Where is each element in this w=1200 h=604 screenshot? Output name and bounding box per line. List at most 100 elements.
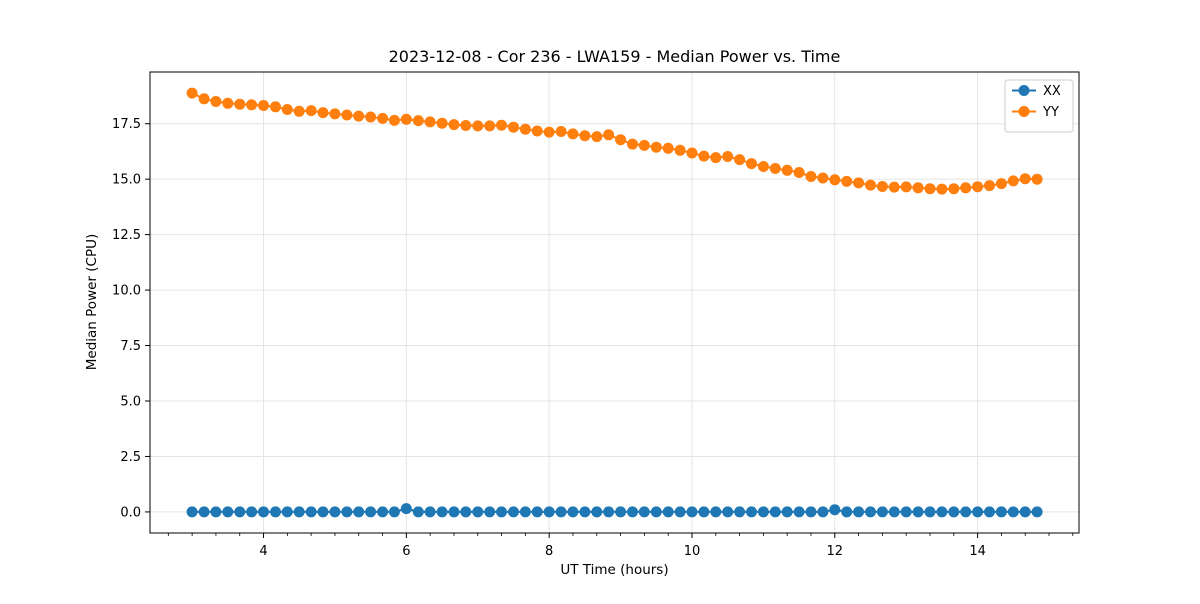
- y-tick-label: 15.0: [112, 173, 141, 188]
- data-point-XX: [865, 506, 876, 518]
- y-tick-label: 0.0: [120, 505, 141, 520]
- data-point-XX: [627, 506, 638, 518]
- data-point-YY: [638, 139, 650, 151]
- data-point-XX: [615, 506, 627, 518]
- data-point-XX: [186, 506, 198, 518]
- data-point-YY: [436, 117, 448, 129]
- data-point-XX: [662, 506, 674, 518]
- data-point-XX: [460, 506, 472, 518]
- data-point-YY: [234, 98, 246, 110]
- data-point-YY: [377, 112, 389, 124]
- data-point-XX: [1007, 506, 1019, 518]
- data-point-YY: [567, 128, 579, 140]
- data-point-XX: [972, 506, 984, 518]
- data-point-XX: [317, 506, 329, 518]
- legend-label-XX: XX: [1043, 84, 1061, 99]
- data-point-YY: [615, 134, 627, 146]
- data-point-XX: [198, 506, 210, 518]
- data-point-YY: [984, 180, 995, 192]
- data-point-YY: [912, 182, 924, 194]
- data-point-YY: [888, 181, 900, 193]
- data-point-YY: [710, 152, 722, 164]
- data-point-XX: [686, 506, 698, 518]
- data-point-YY: [281, 104, 293, 115]
- data-point-YY: [829, 174, 841, 186]
- data-point-YY: [388, 114, 400, 126]
- legend-label-YY: YY: [1042, 105, 1059, 120]
- data-point-XX: [960, 506, 972, 518]
- data-point-YY: [936, 183, 948, 195]
- y-axis-label: Median Power (CPU): [84, 234, 100, 370]
- data-point-XX: [853, 506, 865, 518]
- data-point-YY: [591, 131, 603, 143]
- data-point-XX: [353, 506, 365, 518]
- data-point-XX: [293, 506, 305, 518]
- data-point-XX: [400, 503, 412, 515]
- data-point-XX: [281, 506, 293, 518]
- data-point-XX: [258, 506, 269, 518]
- data-point-XX: [591, 506, 603, 518]
- data-point-YY: [508, 121, 519, 133]
- data-point-YY: [650, 141, 662, 153]
- data-point-YY: [686, 147, 698, 159]
- data-point-XX: [365, 506, 377, 518]
- data-point-XX: [995, 506, 1007, 518]
- data-point-YY: [817, 172, 829, 184]
- x-tick-label: 14: [969, 544, 986, 559]
- data-point-XX: [734, 506, 746, 518]
- data-point-YY: [531, 125, 543, 137]
- data-point-YY: [293, 105, 305, 117]
- data-point-YY: [722, 151, 734, 162]
- data-point-XX: [210, 506, 222, 518]
- data-point-YY: [734, 154, 746, 166]
- data-point-YY: [841, 175, 853, 187]
- data-point-YY: [674, 144, 686, 156]
- data-point-XX: [900, 506, 912, 518]
- data-point-XX: [472, 506, 484, 518]
- data-point-YY: [317, 107, 329, 119]
- data-point-XX: [508, 506, 519, 518]
- data-point-YY: [793, 167, 805, 178]
- data-point-YY: [341, 109, 353, 121]
- data-point-YY: [400, 113, 412, 125]
- y-tick-label: 12.5: [112, 228, 141, 243]
- series-layer: [186, 87, 1043, 518]
- legend-marker-XX: [1018, 85, 1030, 96]
- data-point-XX: [650, 506, 662, 518]
- data-point-XX: [912, 506, 924, 518]
- data-point-XX: [341, 506, 353, 518]
- data-point-XX: [638, 506, 650, 518]
- data-point-XX: [377, 506, 389, 518]
- data-point-YY: [627, 138, 638, 150]
- grid-layer: [150, 72, 1079, 533]
- data-point-XX: [710, 506, 722, 518]
- data-point-XX: [817, 506, 829, 518]
- data-point-YY: [781, 164, 793, 176]
- y-tick-label: 17.5: [112, 117, 141, 132]
- data-point-XX: [876, 506, 888, 518]
- data-point-YY: [258, 100, 269, 111]
- data-point-YY: [746, 158, 757, 170]
- data-point-XX: [567, 506, 579, 518]
- data-point-XX: [234, 506, 246, 518]
- data-point-XX: [698, 506, 710, 518]
- series-line-YY: [191, 92, 1038, 191]
- data-point-YY: [805, 171, 817, 182]
- data-point-YY: [270, 101, 281, 113]
- legend: XX YY: [1004, 79, 1074, 133]
- data-point-XX: [936, 506, 948, 518]
- data-point-XX: [222, 506, 234, 518]
- data-point-XX: [603, 506, 615, 518]
- data-point-YY: [543, 126, 555, 138]
- data-point-XX: [555, 506, 567, 518]
- data-point-XX: [1031, 506, 1043, 518]
- x-tick-label: 6: [402, 544, 410, 559]
- data-point-YY: [757, 161, 769, 172]
- data-point-XX: [412, 506, 424, 518]
- data-point-YY: [246, 99, 258, 111]
- data-point-XX: [888, 506, 900, 518]
- data-point-YY: [876, 181, 888, 192]
- x-tick-label: 10: [684, 544, 701, 559]
- data-point-YY: [1007, 175, 1019, 187]
